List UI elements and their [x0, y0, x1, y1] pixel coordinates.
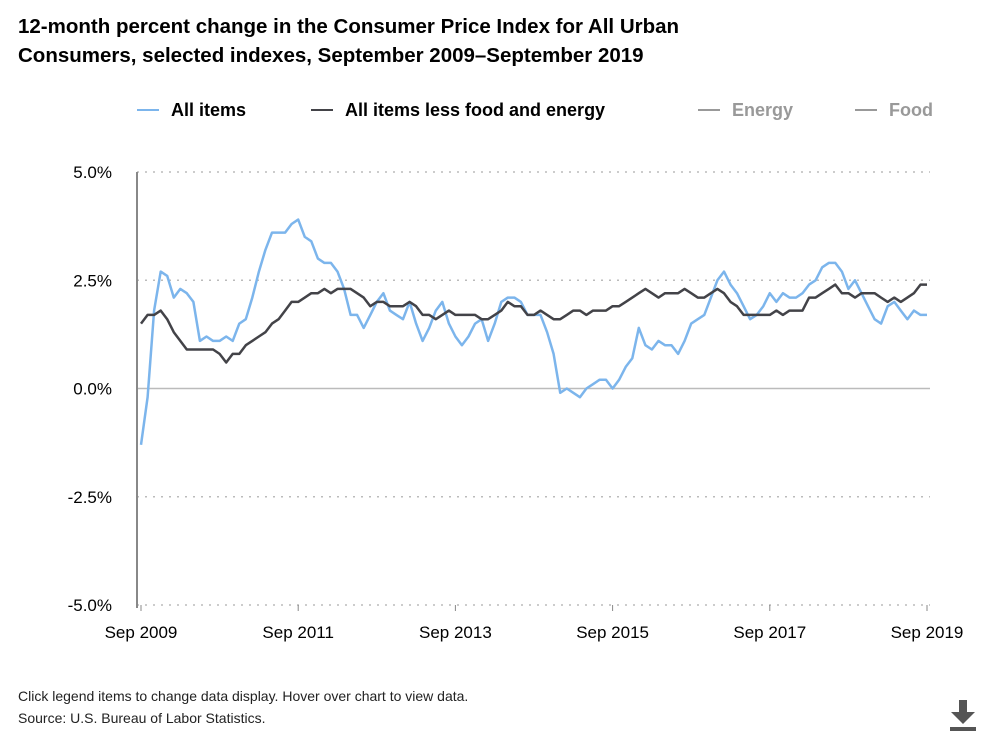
chart-title-line-1: 12-month percent change in the Consumer …	[18, 15, 680, 38]
x-tick-label: Sep 2017	[733, 623, 806, 642]
y-tick-label: 0.0%	[73, 380, 112, 399]
legend-label: All items	[171, 99, 247, 120]
series-line-0	[139, 218, 927, 445]
legend-item-food[interactable]: Food	[855, 98, 933, 122]
line-chart[interactable]: 5.0% 2.5% 0.0% -2.5% -5.0% Sep 2009 Sep 2011 Se…	[0, 0, 1000, 680]
series-line-1	[140, 283, 927, 364]
legend-swatch	[855, 109, 877, 111]
y-tick-label: 5.0%	[73, 163, 112, 182]
footer-note: Click legend items to change data displa…	[18, 688, 469, 704]
chart-title: 12-month percent change in the Consumer …	[18, 12, 918, 70]
y-tick-label: -2.5%	[68, 488, 112, 507]
legend-label: All items less food and energy	[345, 99, 606, 120]
x-tick-label: Sep 2019	[891, 623, 964, 642]
footer-source: Source: U.S. Bureau of Labor Statistics.	[18, 710, 266, 726]
x-tick-label: Sep 2009	[105, 623, 178, 642]
legend-item-all-items[interactable]: All items	[137, 98, 246, 122]
legend-item-energy[interactable]: Energy	[698, 98, 793, 122]
y-tick-label: 2.5%	[73, 271, 112, 290]
x-tick-label: Sep 2011	[262, 623, 334, 642]
legend-swatch	[137, 109, 159, 111]
legend-swatch	[311, 109, 333, 111]
x-tick-label: Sep 2015	[576, 623, 649, 642]
x-tick-label: Sep 2013	[419, 623, 492, 642]
download-icon	[950, 700, 976, 731]
legend-label: Food	[889, 99, 933, 120]
download-button[interactable]	[948, 698, 978, 732]
legend-item-core[interactable]: All items less food and energy	[311, 98, 605, 122]
chart-title-line-2: Consumers, selected indexes, September 2…	[18, 44, 644, 67]
legend-swatch	[698, 109, 720, 111]
legend-label: Energy	[732, 99, 794, 120]
y-tick-label: -5.0%	[68, 596, 112, 615]
